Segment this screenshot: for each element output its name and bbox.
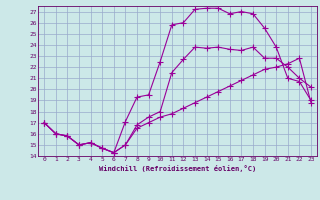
X-axis label: Windchill (Refroidissement éolien,°C): Windchill (Refroidissement éolien,°C) — [99, 165, 256, 172]
